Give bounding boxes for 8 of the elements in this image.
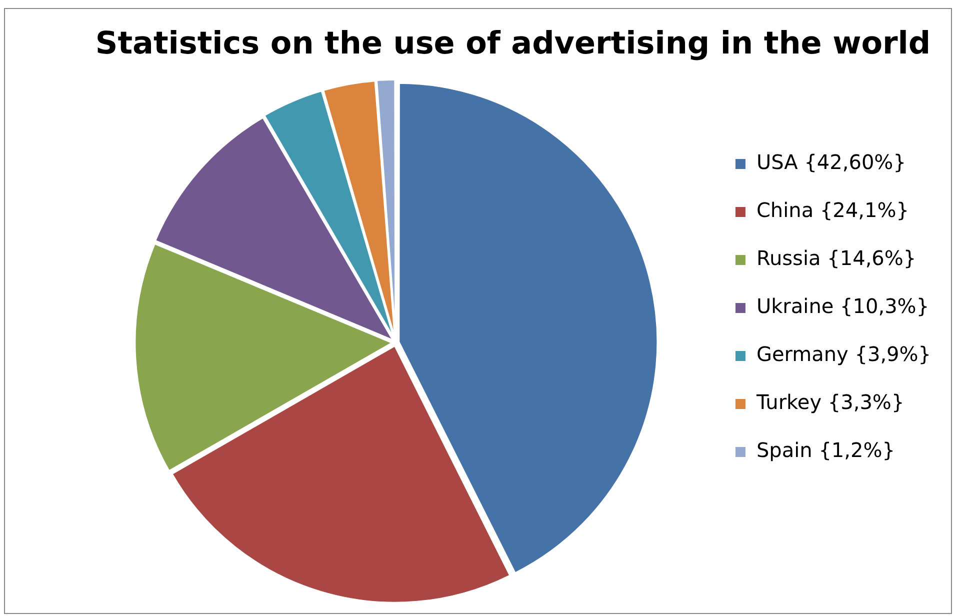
legend-label: China {24,1%}	[756, 198, 909, 222]
chart-title: Statistics on the use of advertising in the world	[95, 26, 931, 62]
legend-label: Turkey {3,3%}	[755, 390, 904, 414]
legend-label: Spain {1,2%}	[756, 438, 895, 462]
legend-label: Germany {3,9%}	[756, 342, 932, 366]
legend-label: USA {42,60%}	[756, 150, 906, 174]
legend-label: Russia {14,6%}	[756, 246, 916, 270]
legend-label: Ukraine {10,3%}	[756, 294, 930, 318]
